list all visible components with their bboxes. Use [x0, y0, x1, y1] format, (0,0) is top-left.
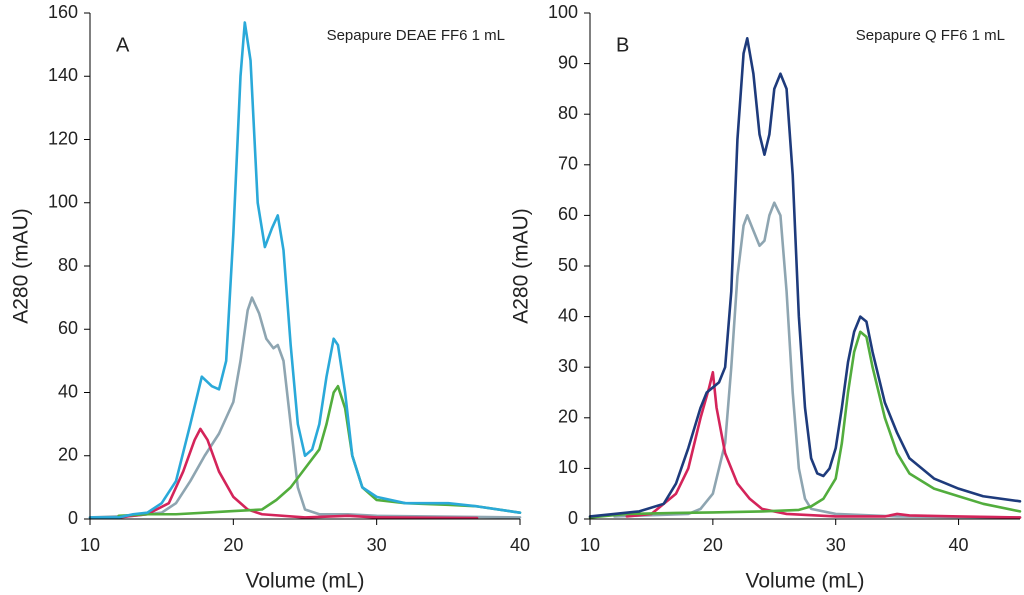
y-axis-title: A280 (mAU) [510, 208, 533, 324]
x-tick-label: 20 [223, 535, 243, 555]
x-axis-title: Volume (mL) [245, 570, 364, 593]
y-tick-label: 100 [48, 192, 78, 212]
y-tick-label: 0 [68, 508, 78, 528]
y-tick-label: 120 [48, 128, 78, 148]
y-tick-label: 160 [48, 2, 78, 22]
y-tick-label: 0 [568, 508, 578, 528]
y-tick-label: 90 [558, 52, 578, 72]
x-tick-label: 20 [703, 535, 723, 555]
y-tick-label: 40 [58, 381, 78, 401]
x-tick-label: 10 [580, 535, 600, 555]
data-line [588, 37, 1022, 518]
y-tick-label: 60 [558, 204, 578, 224]
x-tick-label: 10 [80, 535, 100, 555]
annotation: Sepapure Q FF6 1 mL [856, 27, 1005, 44]
data-line [88, 296, 522, 519]
x-tick-label: 30 [367, 535, 387, 555]
annotation: Sepapure DEAE FF6 1 mL [327, 27, 505, 44]
y-tick-label: 80 [558, 103, 578, 123]
y-axis-title: A280 (mAU) [10, 208, 33, 324]
x-tick-label: 40 [949, 535, 969, 555]
data-line [117, 427, 479, 520]
y-tick-label: 40 [558, 305, 578, 325]
y-tick-label: 100 [548, 2, 578, 22]
y-tick-label: 50 [558, 255, 578, 275]
panel-label: A [116, 34, 130, 56]
y-tick-label: 10 [558, 457, 578, 477]
y-tick-label: 70 [558, 154, 578, 174]
panel-label: B [616, 34, 629, 56]
y-tick-label: 20 [58, 445, 78, 465]
x-axis-title: Volume (mL) [745, 570, 864, 593]
data-line [588, 330, 1022, 519]
y-tick-label: 80 [58, 255, 78, 275]
data-line [88, 21, 522, 519]
data-line [625, 370, 1022, 519]
y-tick-label: 140 [48, 65, 78, 85]
y-tick-label: 20 [558, 407, 578, 427]
x-tick-label: 30 [826, 535, 846, 555]
x-tick-label: 40 [510, 535, 530, 555]
data-line [613, 201, 1022, 519]
y-tick-label: 30 [558, 356, 578, 376]
y-tick-label: 60 [58, 318, 78, 338]
